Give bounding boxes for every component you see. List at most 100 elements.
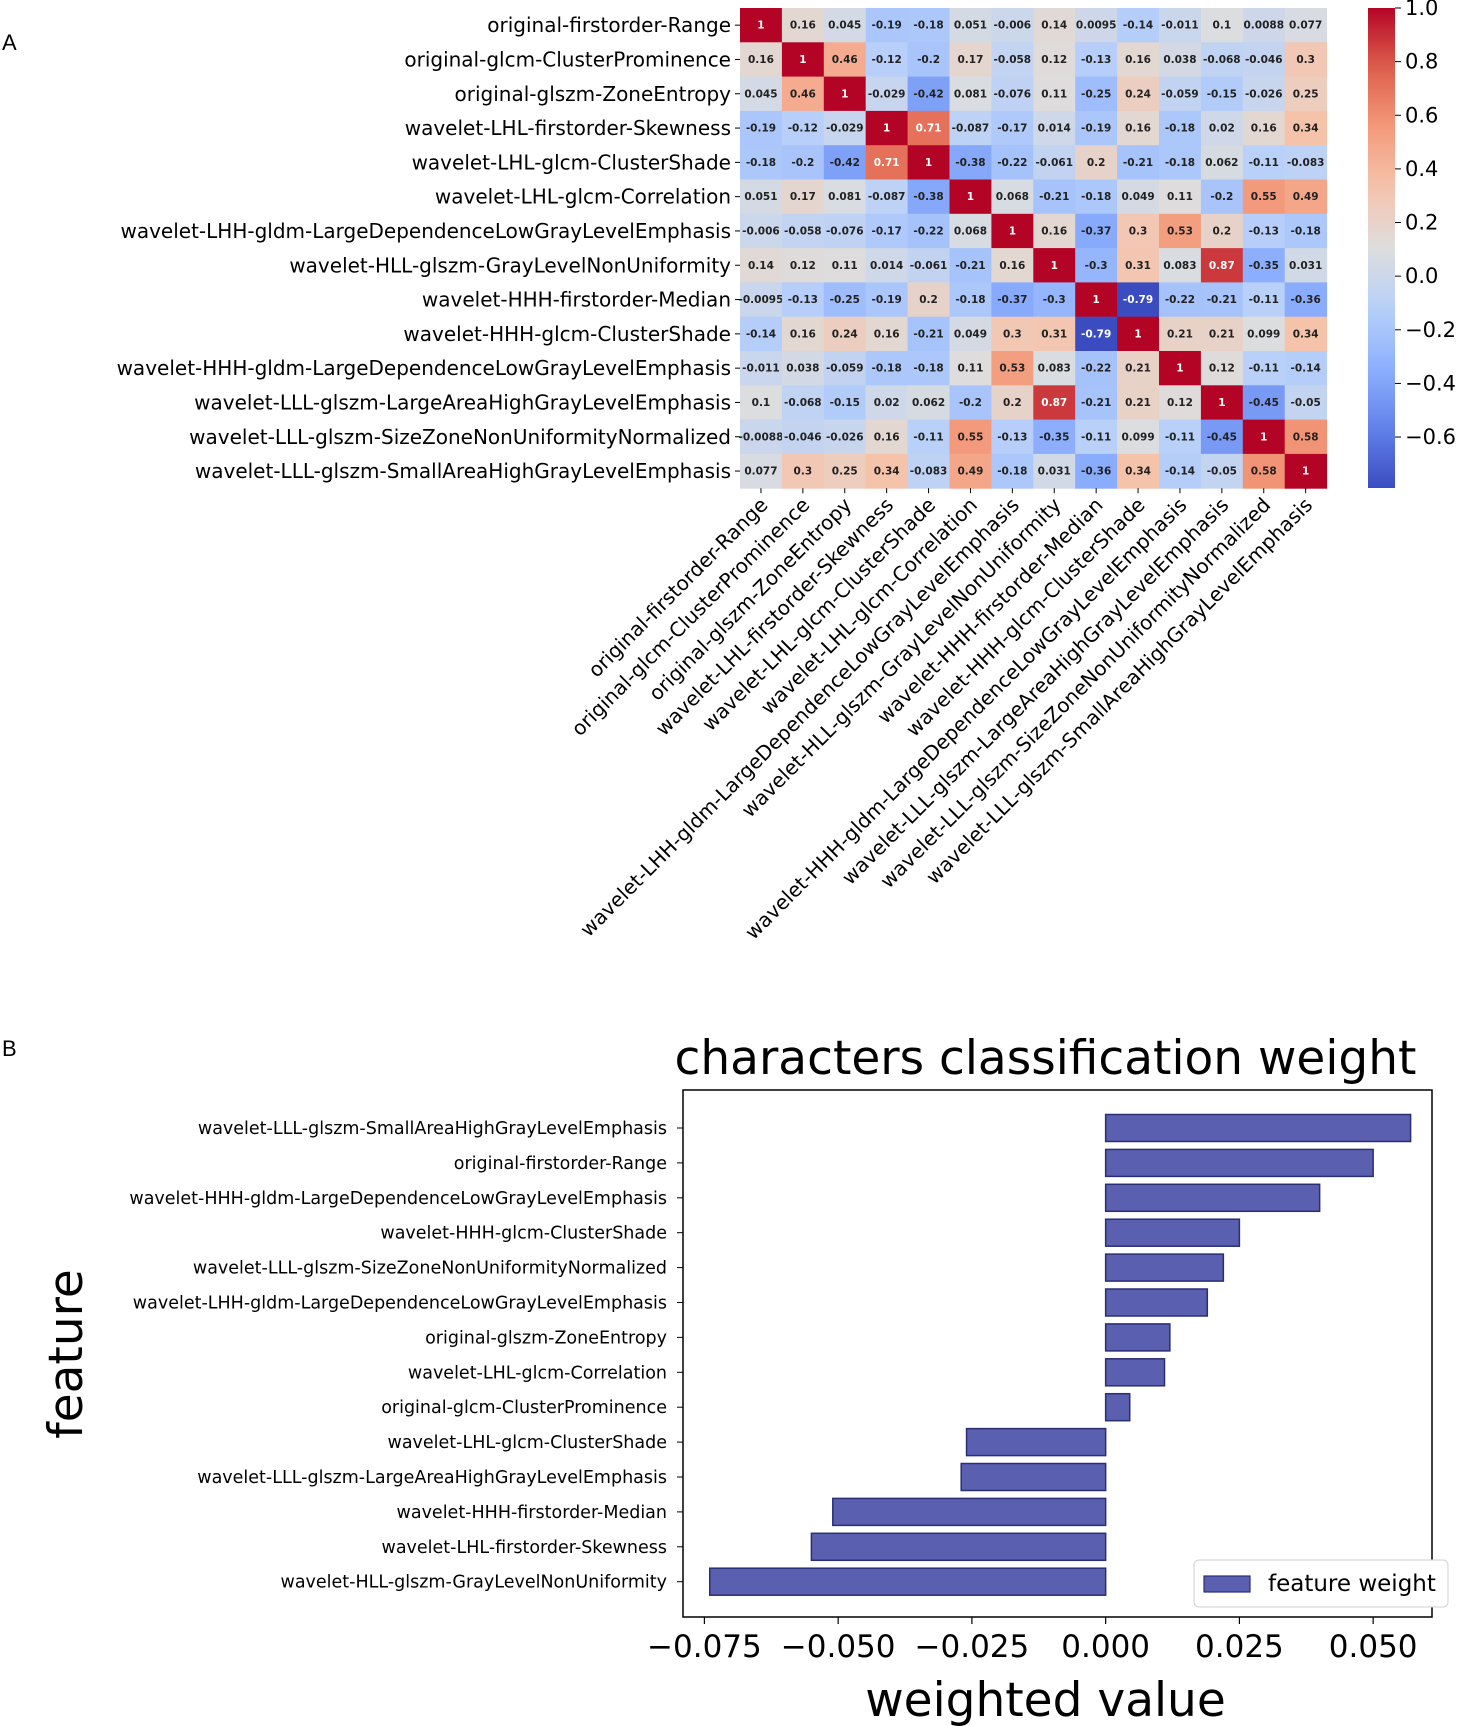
heatmap-cell bbox=[1159, 213, 1202, 249]
heatmap-cell-value: -0.14 bbox=[1123, 20, 1153, 32]
heatmap-cell bbox=[1200, 316, 1244, 352]
heatmap-cell bbox=[907, 76, 950, 112]
heatmap-cell-value: 1 bbox=[925, 157, 932, 169]
heatmap-cell bbox=[1242, 453, 1286, 489]
heatmap-cell-value: 0.34 bbox=[874, 466, 900, 478]
heatmap-cell-value: 0.038 bbox=[786, 363, 819, 375]
heatmap-cell-value: -0.18 bbox=[1165, 123, 1195, 135]
heatmap-cell-value: 0.2 bbox=[1003, 397, 1022, 409]
heatmap-cell bbox=[1117, 213, 1160, 249]
heatmap-y-tick-label: wavelet-LLL-glszm-SmallAreaHighGrayLevel… bbox=[195, 459, 731, 483]
heatmap-cell bbox=[740, 316, 783, 352]
heatmap-cell-value: 0.014 bbox=[1038, 123, 1071, 135]
heatmap-cell-value: 1 bbox=[757, 20, 764, 32]
heatmap-cell-value: 0.16 bbox=[748, 54, 774, 66]
heatmap-cell bbox=[1117, 145, 1160, 180]
heatmap-cell-value: 0.16 bbox=[790, 20, 816, 32]
heatmap-cell-value: -0.25 bbox=[830, 294, 860, 306]
heatmap-cell-value: -0.061 bbox=[910, 260, 948, 272]
heatmap-cell bbox=[823, 213, 867, 249]
heatmap-cell bbox=[991, 76, 1034, 112]
heatmap-cell bbox=[907, 248, 950, 283]
heatmap-cell bbox=[991, 351, 1034, 386]
heatmap-cell bbox=[991, 385, 1034, 421]
heatmap-cell bbox=[865, 76, 909, 112]
heatmap-cell bbox=[949, 351, 992, 386]
x-tick-label: 0.050 bbox=[1329, 1629, 1418, 1665]
heatmap-cell bbox=[1242, 179, 1286, 215]
heatmap-cell bbox=[1117, 316, 1160, 352]
heatmap-cell-value: 0.17 bbox=[790, 191, 816, 203]
bar bbox=[1104, 1392, 1131, 1422]
heatmap-cell bbox=[949, 110, 992, 146]
heatmap-cell bbox=[1075, 110, 1118, 146]
heatmap-cell-value: 0.21 bbox=[1167, 328, 1193, 340]
heatmap-cell bbox=[1117, 453, 1160, 489]
heatmap-cell bbox=[1117, 248, 1160, 283]
heatmap-cell-value: -0.15 bbox=[830, 397, 860, 409]
heatmap-cell-value: 0.16 bbox=[790, 328, 816, 340]
heatmap-cell bbox=[740, 351, 783, 386]
heatmap-cell-value: 0.2 bbox=[919, 294, 938, 306]
legend-label: feature weight bbox=[1268, 1571, 1436, 1597]
chart-title: characters classification weight bbox=[675, 1031, 1417, 1086]
heatmap-cell bbox=[740, 8, 783, 43]
heatmap-cell-value: -0.05 bbox=[1291, 397, 1321, 409]
heatmap-cell bbox=[1033, 351, 1076, 386]
heatmap-cell-value: 0.083 bbox=[1038, 363, 1071, 375]
heatmap-cell-value: 0.031 bbox=[1038, 466, 1071, 478]
heatmap-cell bbox=[1075, 453, 1118, 489]
heatmap-cell-value: -0.17 bbox=[872, 225, 902, 237]
heatmap-cell-value: -0.006 bbox=[994, 20, 1032, 32]
heatmap-cell bbox=[865, 419, 909, 455]
heatmap-cell bbox=[740, 42, 783, 78]
heatmap-cell-value: 0.16 bbox=[999, 260, 1025, 272]
heatmap-cell-value: 0.34 bbox=[1293, 123, 1319, 135]
heatmap-cell bbox=[1033, 42, 1076, 78]
heatmap-cell bbox=[1033, 316, 1076, 352]
heatmap-cell-value: -0.18 bbox=[1291, 225, 1321, 237]
legend-box bbox=[1193, 1559, 1449, 1608]
heatmap-cell bbox=[1200, 282, 1244, 318]
heatmap-cell bbox=[1200, 145, 1244, 180]
heatmap-cell bbox=[907, 351, 950, 386]
heatmap-cell bbox=[740, 419, 783, 455]
heatmap-cell bbox=[1075, 316, 1118, 352]
panel-a-label: A bbox=[2, 30, 17, 55]
heatmap-cell-value: -0.2 bbox=[959, 397, 982, 409]
heatmap-cell bbox=[865, 282, 909, 318]
heatmap-cell-value: -0.083 bbox=[1287, 157, 1325, 169]
heatmap-cell-value: 0.31 bbox=[1041, 328, 1067, 340]
heatmap-cell-value: 1 bbox=[841, 88, 848, 100]
heatmap-cell bbox=[823, 248, 867, 283]
heatmap-cell bbox=[991, 453, 1034, 489]
bar bbox=[1104, 1288, 1209, 1317]
heatmap-cell-value: -0.14 bbox=[1291, 363, 1321, 375]
heatmap-cell bbox=[1075, 419, 1118, 455]
heatmap-cell-value: -0.21 bbox=[913, 328, 943, 340]
heatmap-cell bbox=[1033, 145, 1076, 180]
heatmap-cell bbox=[823, 42, 867, 78]
heatmap-cell bbox=[781, 76, 825, 112]
heatmap-cell-value: 0.3 bbox=[794, 466, 813, 478]
heatmap-cell-value: -0.12 bbox=[788, 123, 818, 135]
heatmap-cell bbox=[781, 179, 825, 215]
heatmap-y-tick-label: original-glszm-ZoneEntropy bbox=[455, 82, 732, 106]
heatmap-cell bbox=[991, 419, 1034, 455]
heatmap-cell bbox=[781, 282, 825, 318]
heatmap-cell-value: -0.18 bbox=[1165, 157, 1195, 169]
heatmap-cell bbox=[1075, 145, 1118, 180]
y-tick-label: original-glcm-ClusterProminence bbox=[381, 1398, 667, 1418]
bar bbox=[1104, 1148, 1374, 1178]
heatmap-cell bbox=[991, 282, 1034, 318]
heatmap-cell-value: -0.25 bbox=[1081, 88, 1111, 100]
heatmap-cell bbox=[1284, 179, 1328, 215]
heatmap-cell bbox=[991, 110, 1034, 146]
heatmap-cell-value: -0.059 bbox=[1161, 88, 1199, 100]
heatmap-cell bbox=[865, 351, 909, 386]
heatmap-cell bbox=[907, 42, 950, 78]
heatmap-cell-value: 0.081 bbox=[828, 191, 861, 203]
heatmap-cell bbox=[865, 42, 909, 78]
heatmap-cell-value: -0.13 bbox=[1081, 54, 1111, 66]
